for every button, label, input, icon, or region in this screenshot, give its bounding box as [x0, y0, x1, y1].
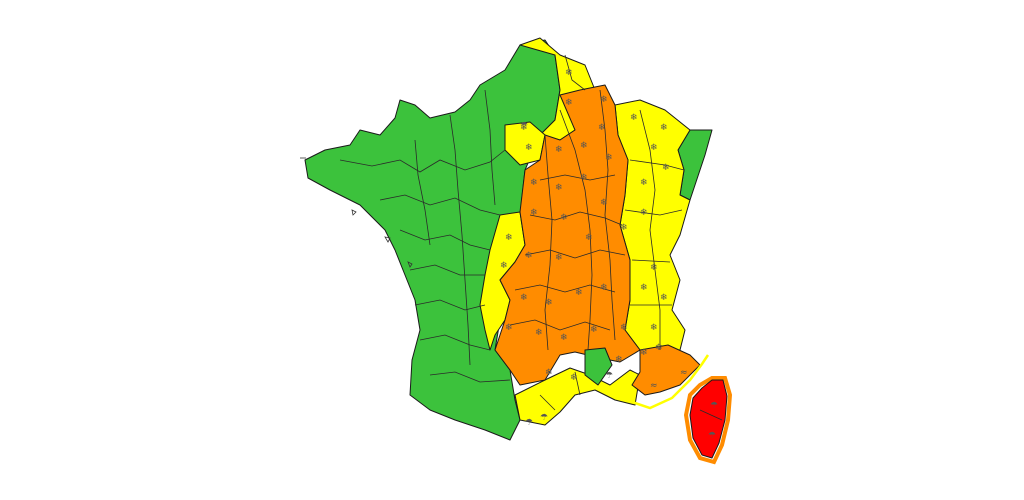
snow-ice-icon: ❄ [555, 253, 563, 263]
region-green-enclave [584, 347, 613, 386]
region-yellow-mediterranean [514, 367, 641, 426]
snow-ice-icon: ❄ [520, 123, 528, 133]
wind-icon: ≈ [650, 381, 658, 391]
snow-ice-icon: ❄ [620, 323, 628, 333]
snow-ice-icon: ❄ [640, 178, 648, 188]
snow-ice-icon: ❄ [585, 233, 593, 243]
snow-ice-icon: ❄ [560, 333, 568, 343]
snow-ice-icon: ❄ [530, 208, 538, 218]
snow-ice-icon: ❄ [570, 373, 578, 383]
snow-ice-icon: ❄ [662, 163, 670, 173]
region-orange-var [631, 344, 701, 396]
region-red-corsica [689, 379, 728, 459]
snow-ice-icon: ❄ [525, 251, 533, 261]
snow-ice-icon: ❄ [525, 143, 533, 153]
hazard-symbols: ❄❄ ❄❄❄❄❄❄❄ ❄❄❄❄❄❄❄❄ ❄❄❄❄❄❄ ❄❄ ❄❄ ❄ ❄❄❄ ❄ ❄❄ ❄ ❄❄ ❄❄❄… [500, 68, 718, 441]
rain-flood-icon: ☂ [708, 431, 716, 441]
snow-ice-icon: ❄ [655, 343, 663, 353]
snow-ice-icon: ❄ [650, 263, 658, 273]
region-orange-central [494, 84, 641, 386]
snow-ice-icon: ❄ [650, 143, 658, 153]
snow-ice-icon: ❄ [620, 223, 628, 233]
snow-ice-icon: ❄ [530, 178, 538, 188]
snow-ice-icon: ❄ [505, 233, 513, 243]
snow-ice-icon: ❄ [505, 323, 513, 333]
rain-flood-icon: ☂ [525, 418, 533, 428]
snow-ice-icon: ❄ [640, 283, 648, 293]
snow-ice-icon: ❄ [600, 95, 608, 105]
snow-ice-icon: ❄ [598, 123, 606, 133]
corsica-outline-orange [683, 376, 733, 465]
snow-ice-icon: ❄ [575, 288, 583, 298]
snow-ice-icon: ❄ [565, 68, 573, 78]
rain-flood-icon: ☂ [605, 371, 613, 381]
snow-ice-icon: ❄ [560, 213, 568, 223]
snow-ice-icon: ❄ [555, 183, 563, 193]
rain-flood-icon: ☂ [540, 413, 548, 423]
snow-ice-icon: ❄ [535, 328, 543, 338]
snow-ice-icon: ❄ [600, 198, 608, 208]
wind-icon: ≈ [680, 368, 688, 378]
snow-ice-icon: ❄ [600, 283, 608, 293]
coast-outline-yellow [631, 354, 710, 410]
snow-ice-icon: ❄ [640, 208, 648, 218]
coastal-islands [300, 157, 413, 268]
snow-ice-icon: ❄ [640, 348, 648, 358]
snow-ice-icon: ❄ [580, 141, 588, 151]
snow-ice-icon: ❄ [500, 261, 508, 271]
department-borders [339, 54, 723, 421]
snow-ice-icon: ❄ [565, 98, 573, 108]
snow-ice-icon: ❄ [545, 368, 553, 378]
snow-ice-icon: ❄ [580, 173, 588, 183]
snow-ice-icon: ❄ [545, 298, 553, 308]
snow-ice-icon: ❄ [660, 293, 668, 303]
snow-ice-icon: ❄ [605, 153, 613, 163]
snow-ice-icon: ❄ [615, 355, 623, 365]
snow-ice-icon: ❄ [660, 123, 668, 133]
rain-flood-icon: ☂ [520, 121, 528, 131]
snow-ice-icon: ❄ [520, 293, 528, 303]
snow-ice-icon: ❄ [630, 113, 638, 123]
rain-flood-icon: ☂ [710, 401, 718, 411]
snow-ice-icon: ❄ [590, 325, 598, 335]
snow-ice-icon: ❄ [650, 323, 658, 333]
snow-ice-icon: ❄ [555, 145, 563, 155]
